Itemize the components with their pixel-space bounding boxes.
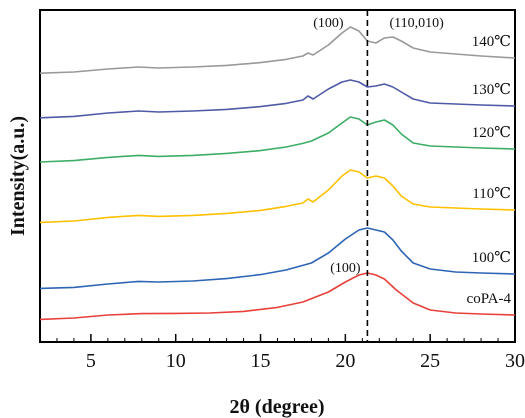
x-tick-label: 20: [335, 350, 355, 372]
x-tick-label: 25: [420, 350, 440, 372]
x-tick-label: 5: [86, 350, 96, 372]
x-tick-label: 10: [166, 350, 186, 372]
series-label: 130℃: [472, 82, 511, 98]
series-label: coPA-4: [467, 291, 512, 307]
peak-annotation: (100): [313, 16, 344, 31]
series-label: 110℃: [472, 186, 511, 202]
series-line-1: [39, 26, 516, 74]
peak-annotation: (110,010): [389, 16, 444, 31]
series-label: 120℃: [472, 125, 511, 141]
series-label: 100℃: [472, 250, 511, 266]
x-tick-label: 15: [251, 350, 271, 372]
x-tick-label: 30: [505, 350, 525, 372]
peak-annotations: (100) (110,010) (100): [313, 16, 444, 276]
series-line-6: [39, 272, 516, 321]
series-line-3: [39, 116, 516, 163]
series-line-5: [39, 227, 516, 290]
series-label: 140℃: [472, 34, 511, 50]
peak-annotation: (100): [330, 261, 361, 276]
y-axis-label: Intensity(a.u.): [7, 116, 29, 236]
x-axis: 5 10 15 20 25 30: [56, 334, 525, 372]
x-axis-label: 2θ (degree): [229, 396, 324, 418]
series-line-2: [39, 79, 516, 119]
series-layer: [39, 26, 516, 321]
series-labels: 140℃ 130℃ 120℃ 110℃ 100℃ coPA-4: [467, 34, 512, 307]
series-line-4: [39, 169, 516, 224]
